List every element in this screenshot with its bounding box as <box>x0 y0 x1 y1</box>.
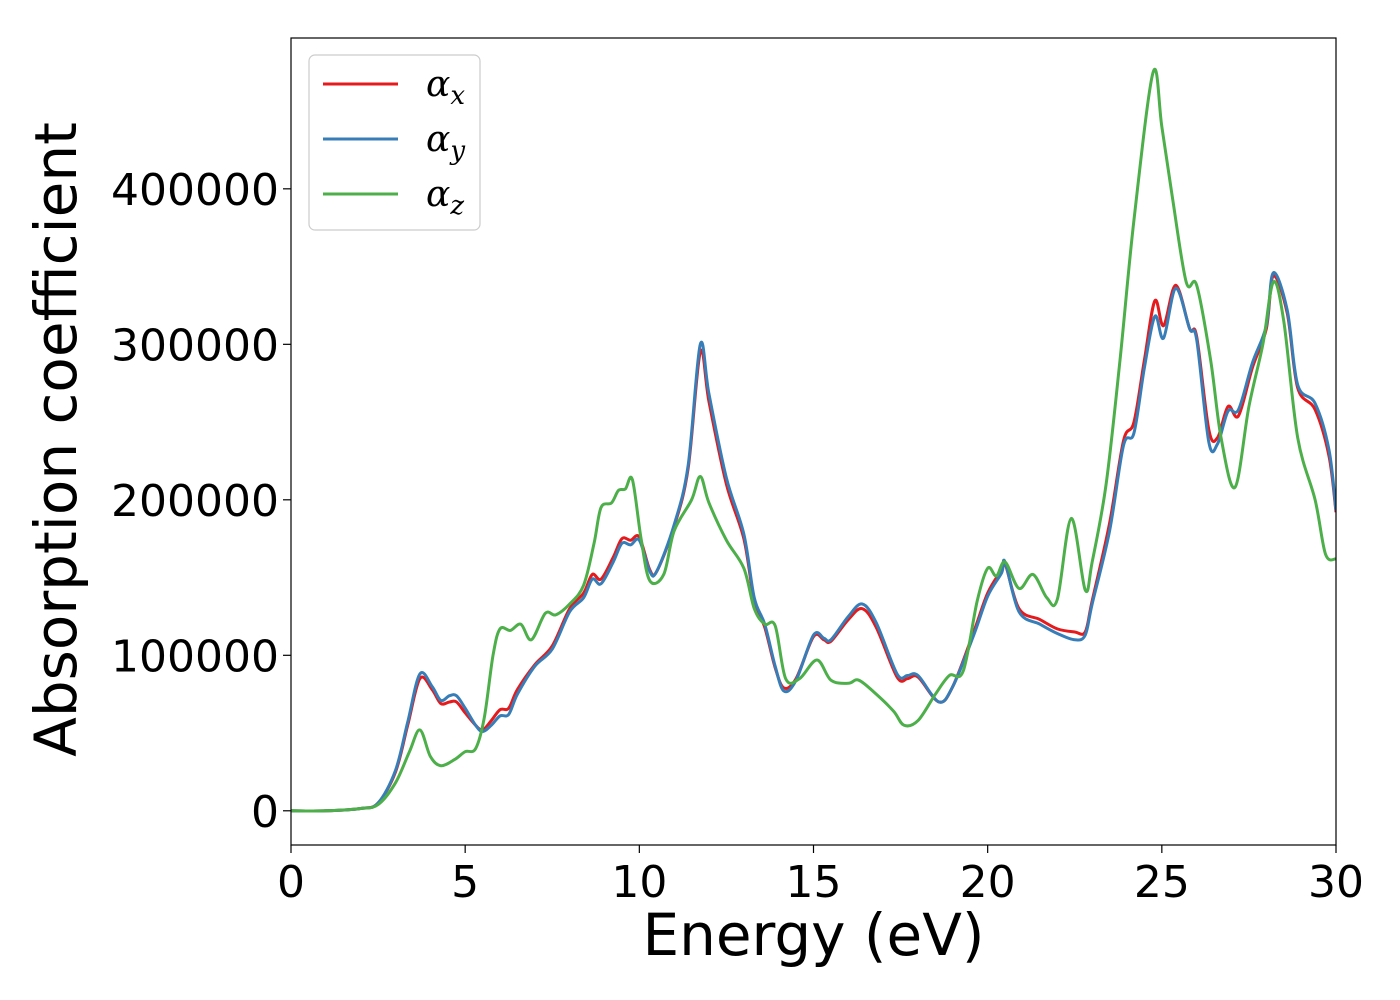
legend-box <box>308 54 481 231</box>
y-tick-label: 0 <box>251 787 279 838</box>
y-axis-title: Absorption coefficient <box>22 122 90 757</box>
x-tick-label: 20 <box>960 857 1016 908</box>
legend-label-z: αz <box>426 174 464 221</box>
x-tick-label: 0 <box>277 857 305 908</box>
x-tick-label: 10 <box>611 857 667 908</box>
legend: αx αy αz <box>308 54 481 231</box>
legend-label-x: αx <box>426 64 465 111</box>
x-tick-label: 30 <box>1308 857 1364 908</box>
x-axis-title: Energy (eV) <box>642 901 984 969</box>
y-tick-label: 100000 <box>111 631 279 682</box>
series-line-z <box>291 67 1336 813</box>
series-group <box>291 67 1336 813</box>
series-line-y <box>291 271 1336 813</box>
x-tick-label: 5 <box>451 857 479 908</box>
legend-label-y: αy <box>426 119 465 166</box>
x-tick-label: 15 <box>786 857 842 908</box>
y-tick-label: 300000 <box>111 320 279 371</box>
x-tick-label: 25 <box>1134 857 1190 908</box>
y-tick-label: 400000 <box>111 165 279 216</box>
y-tick-label: 200000 <box>111 476 279 527</box>
y-axis-ticks: 0 100000 200000 300000 400000 <box>111 165 291 838</box>
x-axis-ticks: 0 5 10 15 20 25 30 <box>277 845 1364 908</box>
